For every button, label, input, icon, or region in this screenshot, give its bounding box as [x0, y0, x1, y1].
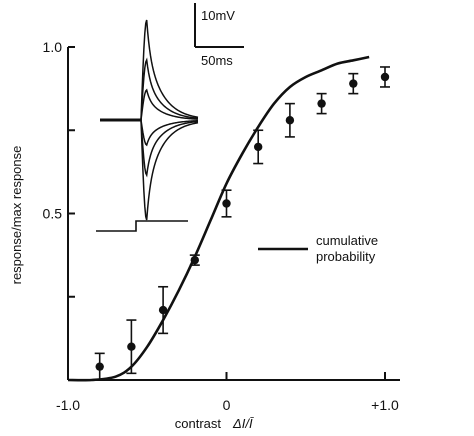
- data-point: [127, 342, 136, 351]
- data-point: [95, 362, 104, 371]
- data-points-layer: [94, 66, 390, 381]
- y-axis-label: response/max response: [9, 146, 24, 285]
- x-axis-formula: ΔI/Ī: [232, 416, 254, 431]
- voltage-trace: [140, 119, 199, 147]
- voltage-trace: [140, 57, 199, 121]
- data-point: [349, 79, 358, 88]
- data-point: [158, 305, 168, 315]
- voltage-trace: [140, 19, 199, 121]
- data-point: [222, 199, 231, 208]
- scale-bar: 10mV 50ms: [194, 3, 244, 68]
- data-point: [254, 142, 263, 152]
- x-tick-label: -1.0: [56, 397, 80, 413]
- legend-label-line2: probability: [316, 249, 376, 264]
- inset-voltage-traces: [96, 19, 199, 232]
- data-point: [190, 255, 199, 265]
- data-point: [285, 116, 295, 125]
- x-axis-label: contrast: [175, 416, 222, 431]
- voltage-trace: [140, 119, 199, 221]
- voltage-trace: [140, 119, 199, 178]
- data-point: [317, 99, 326, 108]
- x-tick-label: 0: [223, 397, 231, 413]
- scale-voltage-label: 10mV: [201, 8, 235, 23]
- x-axis-ticks: -1.0 0 +1.0: [56, 372, 399, 413]
- data-point: [380, 72, 390, 82]
- y-axis-ticks: 0.5 1.0: [43, 39, 75, 298]
- stimulus-step: [96, 220, 188, 232]
- x-tick-label: +1.0: [371, 397, 399, 413]
- y-tick-label: 1.0: [43, 39, 63, 55]
- legend: cumulative probability: [258, 233, 378, 264]
- voltage-trace: [140, 88, 199, 121]
- y-tick-label: 0.5: [43, 206, 63, 222]
- legend-label-line1: cumulative: [316, 233, 378, 248]
- scale-time-label: 50ms: [201, 53, 233, 68]
